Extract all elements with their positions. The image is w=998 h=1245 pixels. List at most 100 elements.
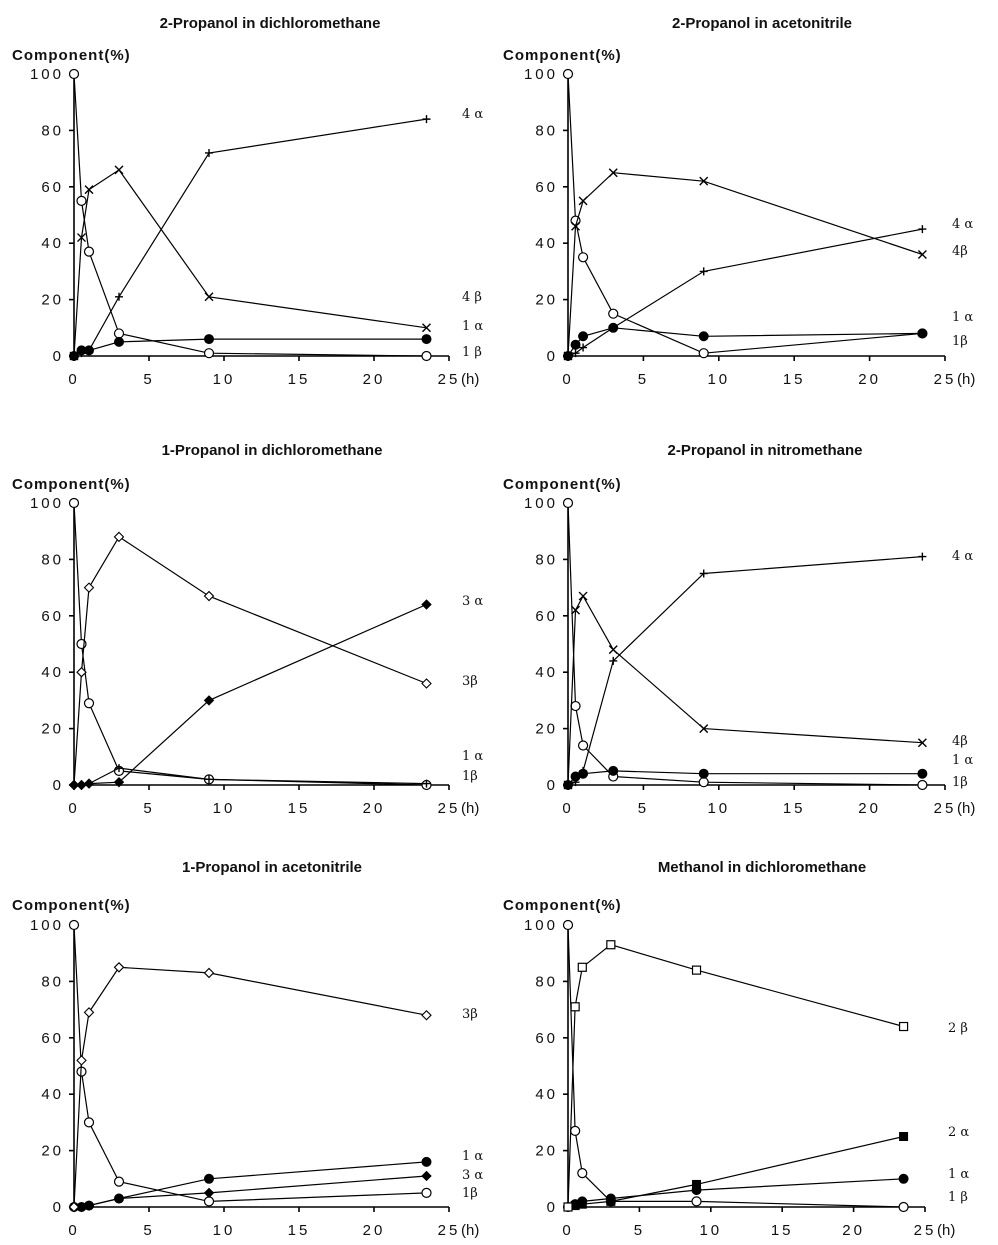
data-point [609,646,617,654]
data-point [579,592,587,600]
data-point [422,1171,431,1180]
y-tick-label: 0 [53,348,64,365]
series-line [74,1176,427,1207]
x-tick-label: 5 [634,1222,645,1239]
series-line [74,74,427,356]
series-2 [70,1157,432,1211]
data-point [579,253,588,262]
x-tick-label: 0 [68,1222,79,1239]
y-tick-label: 20 [535,1143,558,1160]
y-tick-label: 80 [535,551,558,568]
y-tick-label: 60 [535,608,558,625]
series-label: 1 α [462,319,483,334]
data-point [85,699,94,708]
y-axis-label: Component(%) [503,476,622,493]
x-tick-label: 20 [858,371,881,388]
data-point [699,769,708,778]
data-point [205,1197,214,1206]
data-point [693,966,701,974]
data-point [607,1197,615,1205]
series-line [568,1137,904,1208]
x-tick-label: 5 [638,800,649,817]
data-point [578,1200,586,1208]
x-tick-label: 5 [143,371,154,388]
chart-title: 1-Propanol in acetonitrile [182,859,362,876]
x-tick-label: 20 [842,1222,865,1239]
chart-panel-5: 1-Propanol in acetonitrile Component(%) 0 2… [12,859,483,1239]
y-tick-label: 40 [41,1086,64,1103]
data-point [564,1203,572,1211]
data-point [422,1188,431,1197]
series-3 [70,532,432,789]
x-tick-label: 25 [438,800,461,817]
series-1 [564,70,927,358]
y-tick-label: 20 [41,1143,64,1160]
series-label: 4β [952,244,968,259]
data-point [692,1197,701,1206]
data-point [571,340,580,349]
x-tick-label: 0 [68,371,79,388]
y-tick-label: 80 [41,551,64,568]
y-tick-label: 80 [535,122,558,139]
y-axis-label: Component(%) [503,897,622,914]
series-label: 4 α [952,217,973,232]
y-tick-label: 40 [535,1086,558,1103]
series-2 [564,323,927,360]
series-label: 1 β [948,1190,968,1205]
x-tick-label: 20 [858,800,881,817]
data-point [571,1003,579,1011]
x-tick-label: 20 [363,371,386,388]
data-point [564,921,573,930]
chart-title: 2-Propanol in dichloromethane [160,15,381,32]
data-point [609,766,618,775]
data-point [609,309,618,318]
chart-panel-1: 2-Propanol in dichloromethane Component(%… [12,15,483,388]
series-line [74,967,427,1207]
data-point [205,335,214,344]
x-tick-label: 20 [363,1222,386,1239]
series-line [568,925,904,1207]
x-tick-label: 25 [914,1222,937,1239]
y-tick-label: 20 [535,292,558,309]
y-tick-label: 20 [535,721,558,738]
series-label: 1 α [952,310,973,325]
series-line [74,170,427,356]
series-3 [70,1171,432,1211]
chart-title: 2-Propanol in nitromethane [667,442,862,459]
data-point [918,781,927,790]
series-3 [70,166,431,360]
y-tick-label: 80 [535,973,558,990]
x-tick-label: 0 [68,800,79,817]
data-point [693,1180,701,1188]
y-axis-label: Component(%) [12,897,131,914]
x-tick-label: 25 [438,371,461,388]
series-label: 3β [462,1007,478,1022]
series-1 [564,499,927,790]
series-label: 4 α [462,107,483,122]
data-point [423,115,431,123]
x-tick-label: 0 [562,1222,573,1239]
y-tick-label: 0 [547,1199,558,1216]
data-point [918,225,926,233]
data-point [422,1011,431,1020]
series-line [74,925,427,1201]
x-tick-label: 5 [638,371,649,388]
chart-panel-3: 1-Propanol in dichloromethaneComponent(%… [12,442,483,817]
chart-title: Methanol in dichloromethane [658,859,866,876]
series-label: 1 β [462,345,482,360]
y-tick-label: 0 [547,348,558,365]
data-point [77,196,86,205]
y-axis-label: Component(%) [12,47,131,64]
series-label: 1β [952,334,968,349]
y-axis-label: Component(%) [503,47,622,64]
series-line [74,503,427,785]
series-label: 3 α [462,1168,483,1183]
x-tick-label: 5 [143,1222,154,1239]
x-axis-unit: (h) [461,371,479,388]
x-tick-label: 10 [707,800,730,817]
x-tick-label: 25 [438,1222,461,1239]
data-point [607,941,615,949]
y-tick-label: 60 [41,1030,64,1047]
series-3 [564,592,926,789]
data-point [422,335,431,344]
